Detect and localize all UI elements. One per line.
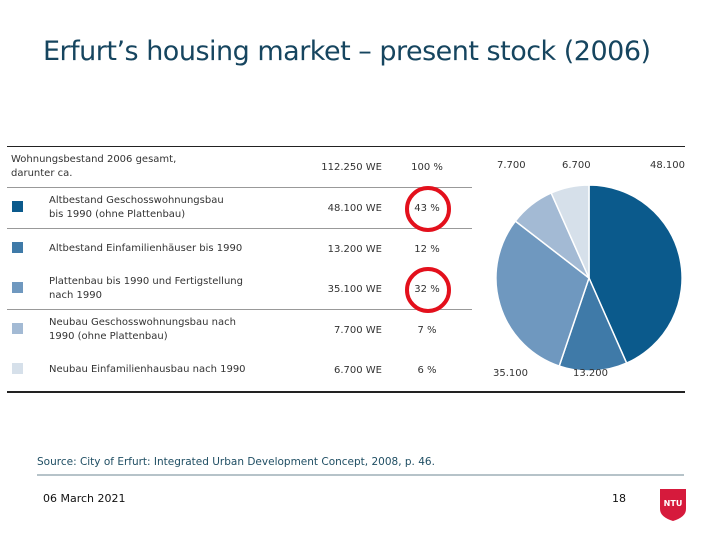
header-value: 112.250 WE — [302, 147, 382, 188]
row-label: Neubau Einfamilienhausbau nach 1990 — [49, 364, 246, 375]
table-row: Neubau Einfamilienhausbau nach 1990 6.70… — [7, 350, 472, 390]
table-row: Altbestand Einfamilienhäuser bis 1990 13… — [7, 229, 472, 270]
footer-divider — [37, 474, 684, 476]
pie-label-13200: 13.200 — [573, 368, 608, 379]
pie-label-48100: 48.100 — [650, 160, 685, 171]
row-label: Neubau Geschosswohnungsbau nach 1990 (oh… — [49, 317, 236, 342]
pie-label-6700: 6.700 — [562, 160, 591, 171]
row-value: 13.200 WE — [327, 243, 382, 255]
source-citation: Source: City of Erfurt: Integrated Urban… — [37, 456, 435, 468]
header-label: Wohnungsbestand 2006 gesamt, darunter ca… — [7, 147, 302, 188]
row-label: Altbestand Geschosswohnungsbau bis 1990 … — [49, 187, 302, 229]
pie-chart: 7.700 6.700 48.100 35.100 13.200 — [487, 154, 685, 384]
pie-slice-altbestand-efh — [558, 275, 628, 372]
row-percent: 43 % — [382, 186, 472, 232]
slide-title: Erfurt’s housing market – present stock … — [43, 36, 651, 67]
legend-swatch — [12, 282, 23, 293]
header-percent: 100 % — [382, 147, 472, 188]
ntu-logo: NTU — [660, 489, 686, 521]
pie-slice-altbestand-geschoss — [588, 184, 683, 365]
table-row: Altbestand Geschosswohnungsbau bis 1990 … — [7, 186, 472, 232]
row-value: 48.100 WE — [302, 187, 382, 229]
legend-swatch — [12, 363, 23, 374]
row-value: 6.700 WE — [333, 364, 382, 376]
table-row: Plattenbau bis 1990 und Fertigstellung n… — [7, 267, 472, 313]
row-label: Plattenbau bis 1990 und Fertigstellung n… — [49, 269, 302, 310]
pie-label-7700: 7.700 — [497, 160, 526, 171]
row-label: Altbestand Einfamilienhäuser bis 1990 — [49, 243, 243, 254]
pie-slice-plattenbau — [495, 220, 590, 368]
top-rule — [7, 146, 685, 147]
svg-text:NTU: NTU — [664, 499, 683, 508]
ntu-shield-icon: NTU — [660, 489, 686, 521]
highlight-circle — [405, 186, 451, 232]
row-percent: 7 % — [417, 324, 437, 336]
page-number: 18 — [612, 492, 626, 505]
pie-chart-svg — [495, 184, 683, 372]
row-percent: 6 % — [417, 364, 437, 376]
row-percent: 12 % — [414, 243, 440, 255]
slide-date: 06 March 2021 — [43, 492, 126, 505]
highlight-circle — [405, 267, 451, 313]
housing-stock-table: Wohnungsbestand 2006 gesamt, darunter ca… — [7, 147, 472, 390]
bottom-rule — [7, 391, 685, 393]
table-row: Neubau Geschosswohnungsbau nach 1990 (oh… — [7, 310, 472, 351]
legend-swatch — [12, 242, 23, 253]
pie-slice-neubau-efh — [550, 184, 590, 279]
housing-stock-figure: Wohnungsbestand 2006 gesamt, darunter ca… — [7, 146, 685, 393]
legend-swatch — [12, 323, 23, 334]
row-percent: 32 % — [382, 267, 472, 313]
row-value: 35.100 WE — [302, 269, 382, 310]
legend-swatch — [12, 201, 23, 212]
pie-label-35100: 35.100 — [493, 368, 528, 379]
row-value: 7.700 WE — [333, 324, 382, 336]
table-header-row: Wohnungsbestand 2006 gesamt, darunter ca… — [7, 147, 472, 188]
